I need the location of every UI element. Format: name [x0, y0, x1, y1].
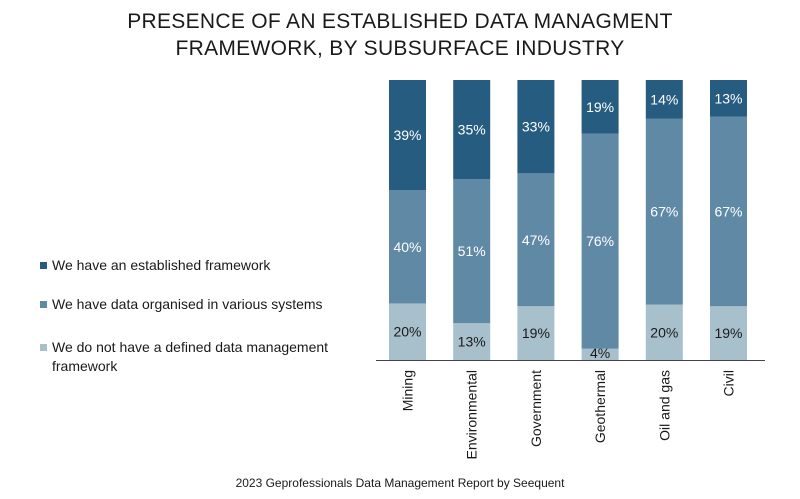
bar-segment-none-mining [389, 303, 426, 360]
category-label-geothermal: Geothermal [592, 370, 608, 443]
data-label-organised-civil: 67% [714, 204, 742, 220]
bar-segment-organised-oil-and-gas [645, 118, 683, 305]
bar-segment-organised-government [517, 173, 555, 307]
data-label-established-mining: 39% [393, 127, 421, 143]
legend-swatch-organised [40, 301, 47, 308]
data-label-organised-mining: 40% [393, 239, 421, 255]
legend-item-organised: We have data organised in various system… [40, 295, 323, 314]
chart-title: PRESENCE OF AN ESTABLISHED DATA MANAGMEN… [0, 8, 800, 62]
legend-label-established: We have an established framework [52, 257, 271, 273]
data-label-established-oil-and-gas: 14% [650, 91, 678, 107]
legend-item-none: We do not have a defined data management… [40, 338, 345, 376]
data-label-established-government: 33% [522, 119, 550, 135]
data-label-established-geothermal: 19% [586, 99, 614, 115]
chart-title-line-1: PRESENCE OF AN ESTABLISHED DATA MANAGMEN… [127, 10, 673, 33]
category-label-mining: Mining [400, 370, 416, 411]
data-label-organised-oil-and-gas: 67% [650, 204, 678, 220]
data-label-established-environmental: 35% [458, 121, 486, 137]
bar-segment-organised-environmental [453, 178, 491, 324]
bar-segment-established-oil-and-gas [645, 80, 683, 119]
data-label-none-mining: 20% [393, 324, 421, 340]
data-label-organised-geothermal: 76% [586, 233, 614, 249]
bar-segment-established-government [517, 80, 555, 174]
bar-segment-none-environmental [453, 323, 491, 360]
bar-segment-established-environmental [453, 80, 491, 179]
source-footer: 2023 Geprofessionals Data Management Rep… [235, 476, 565, 490]
data-label-none-civil: 19% [714, 325, 742, 341]
data-label-organised-government: 47% [522, 232, 550, 248]
bar-segment-established-mining [389, 80, 426, 191]
data-label-none-environmental: 13% [458, 334, 486, 350]
legend-label-none: We do not have a defined data management… [52, 339, 329, 374]
bar-segment-established-civil [710, 80, 747, 117]
chart-title-line-2: FRAMEWORK, BY SUBSURFACE INDUSTRY [175, 37, 625, 60]
category-label-civil: Civil [721, 370, 737, 396]
bar-segment-organised-geothermal [581, 133, 619, 349]
bar-segment-organised-mining [389, 190, 426, 304]
data-label-none-oil-and-gas: 20% [650, 324, 678, 340]
bar-segment-none-geothermal [581, 348, 619, 360]
data-label-none-geothermal: 4% [590, 345, 610, 361]
category-label-environmental: Environmental [464, 370, 480, 460]
legend-swatch-established [40, 262, 47, 269]
bar-segment-established-geothermal [581, 80, 619, 134]
category-label-oil-and-gas: Oil and gas [656, 370, 672, 441]
category-label-government: Government [528, 370, 544, 447]
bar-segment-none-government [517, 306, 555, 360]
data-label-organised-environmental: 51% [458, 243, 486, 259]
bar-segment-organised-civil [710, 116, 747, 307]
legend-label-organised: We have data organised in various system… [52, 296, 323, 312]
legend-swatch-none [40, 344, 47, 351]
legend-item-established: We have an established framework [40, 256, 270, 275]
bar-segment-none-civil [710, 306, 747, 360]
data-label-none-government: 19% [522, 325, 550, 341]
bar-segment-none-oil-and-gas [645, 304, 683, 360]
data-label-established-civil: 13% [714, 90, 742, 106]
